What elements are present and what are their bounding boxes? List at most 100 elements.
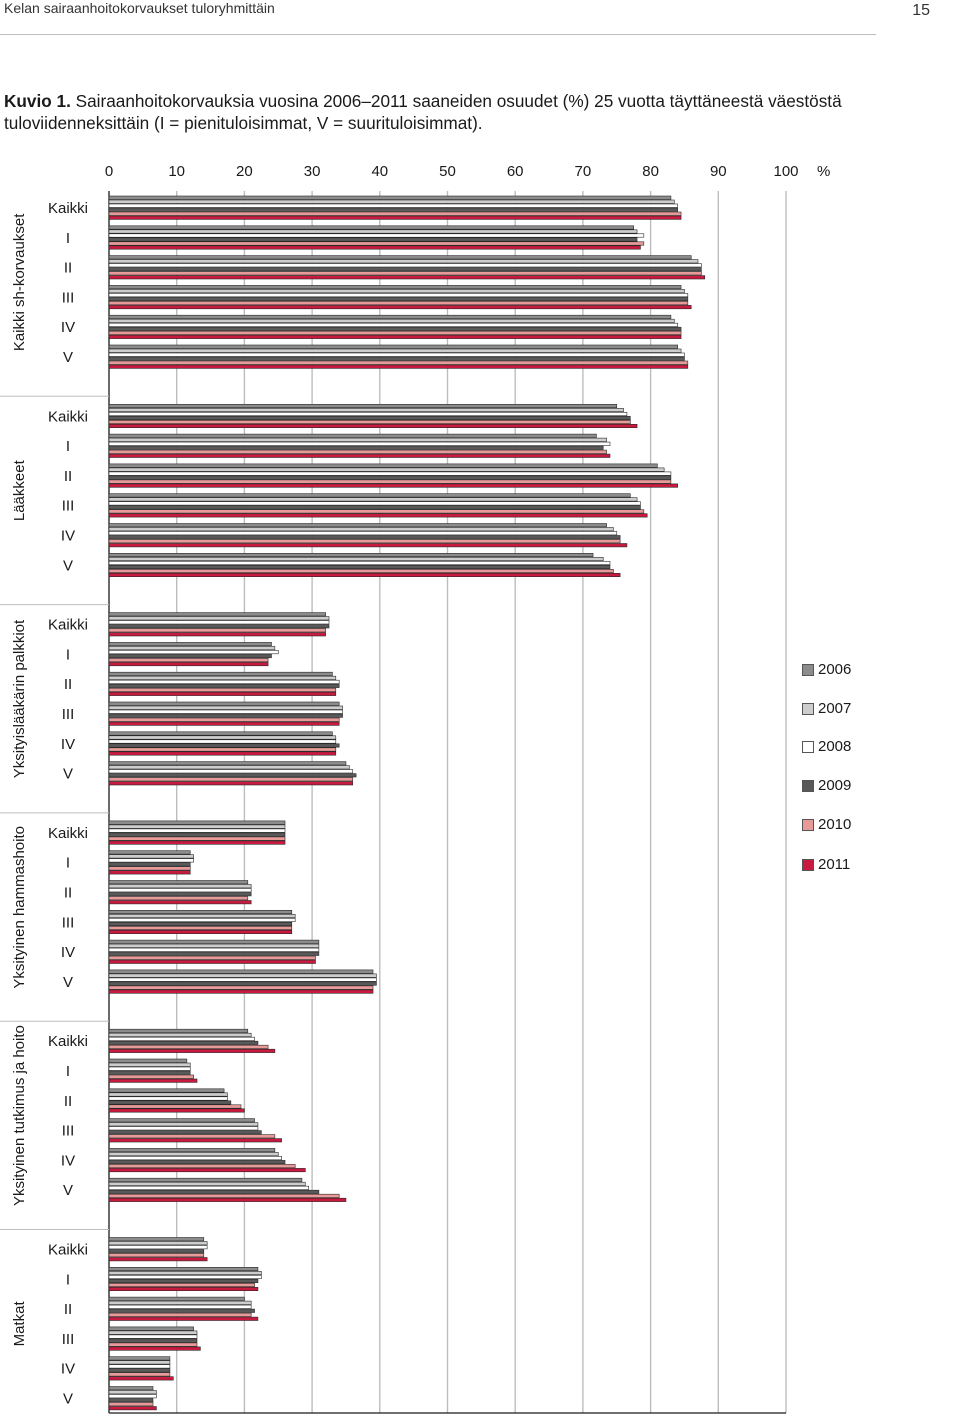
bar <box>108 1308 255 1313</box>
row-label: V <box>63 1391 73 1408</box>
legend-swatch <box>802 741 814 753</box>
bar <box>108 275 706 280</box>
bar <box>108 721 340 726</box>
bar <box>108 1134 276 1139</box>
bar <box>108 909 293 914</box>
row-label: V <box>63 1182 73 1199</box>
bar <box>108 1398 154 1403</box>
bar <box>108 717 340 722</box>
bar <box>108 820 286 825</box>
row-label: V <box>63 766 73 783</box>
bar <box>108 527 614 532</box>
bar <box>108 237 638 242</box>
bar <box>108 1028 249 1033</box>
bar <box>108 322 678 327</box>
bar <box>108 415 631 420</box>
x-tick-label: 10 <box>168 163 185 180</box>
bar <box>108 195 672 200</box>
figure-caption-lead: Kuvio 1. <box>4 91 71 111</box>
bar <box>108 301 689 306</box>
bar <box>108 241 645 246</box>
bar <box>108 471 672 476</box>
bar <box>108 761 347 766</box>
row-label: II <box>64 885 72 902</box>
bar <box>108 769 354 774</box>
bar <box>108 203 678 208</box>
bar <box>108 1148 276 1153</box>
bar <box>108 624 330 629</box>
bar <box>108 215 682 220</box>
bar <box>108 900 252 905</box>
bar <box>108 449 607 454</box>
row-label: I <box>66 1271 70 1288</box>
legend-item: 2006 <box>802 660 902 680</box>
figure-caption-text: Sairaanhoitokorvauksia vuosina 2006–2011… <box>4 91 842 133</box>
bar <box>108 955 316 960</box>
bar <box>108 285 682 290</box>
bar <box>108 330 682 335</box>
bar <box>108 572 621 577</box>
bar <box>108 1066 191 1071</box>
x-tick-label: 80 <box>642 163 659 180</box>
bar <box>108 1402 154 1407</box>
bar <box>108 1126 259 1131</box>
bar <box>108 1108 245 1113</box>
row-label: II <box>64 676 72 693</box>
bar <box>108 539 621 544</box>
bar <box>108 1338 198 1343</box>
bar <box>108 739 337 744</box>
x-tick-label: 70 <box>575 163 592 180</box>
bar <box>108 951 320 956</box>
bar <box>108 1040 259 1045</box>
bar <box>108 1164 296 1169</box>
bar <box>108 1326 194 1331</box>
bar <box>108 467 665 472</box>
bar <box>108 1360 171 1365</box>
bar <box>108 463 658 468</box>
bar <box>108 1092 228 1097</box>
bar <box>108 552 594 557</box>
bar <box>108 943 320 948</box>
row-label: Kaikki <box>48 1033 88 1050</box>
bar <box>108 687 337 692</box>
bar <box>108 628 326 633</box>
bar <box>108 556 604 561</box>
bar <box>108 1257 208 1262</box>
x-tick-label: 30 <box>304 163 321 180</box>
row-label: II <box>64 1301 72 1318</box>
bar <box>108 832 286 837</box>
bar <box>108 1177 303 1182</box>
bar <box>108 691 337 696</box>
bar <box>108 233 645 238</box>
bar <box>108 483 678 488</box>
bar <box>108 211 682 216</box>
x-tick-label: 60 <box>507 163 524 180</box>
bar <box>108 1275 262 1280</box>
x-tick-label: 40 <box>371 163 388 180</box>
bar <box>108 501 641 506</box>
bar <box>108 305 692 310</box>
row-label: III <box>62 1331 75 1348</box>
legend-label: 2011 <box>818 856 851 873</box>
bar <box>108 1364 171 1369</box>
bar <box>108 880 249 885</box>
bar <box>108 433 597 438</box>
bar <box>108 1152 279 1157</box>
bar <box>108 1283 255 1288</box>
bar <box>108 1390 157 1395</box>
bar <box>108 543 628 548</box>
bar <box>108 925 293 930</box>
bar <box>108 781 354 786</box>
row-label: Kaikki <box>48 617 88 634</box>
bar <box>108 1160 286 1165</box>
bar <box>108 1237 205 1242</box>
row-label: I <box>66 1063 70 1080</box>
bar <box>108 1032 252 1037</box>
page-number: 15 <box>912 2 930 19</box>
bar <box>108 1168 306 1173</box>
row-label: Kaikki <box>48 200 88 217</box>
bar <box>108 679 340 684</box>
bar <box>108 939 320 944</box>
legend-item: 2007 <box>802 699 902 719</box>
bar <box>108 403 618 408</box>
